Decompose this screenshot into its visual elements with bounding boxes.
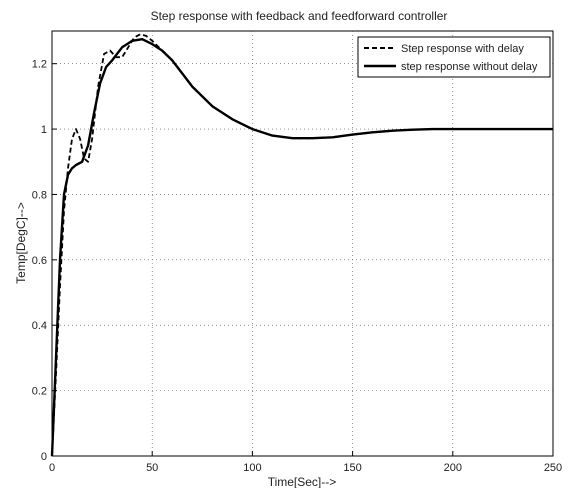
y-tick-label: 0.4 xyxy=(32,320,47,332)
grid-lines xyxy=(52,31,553,456)
plot-area: 0 50 100 150 200 250 0 0.2 0.4 0.6 0.8 1 1.2 xyxy=(32,30,562,474)
plot-frame xyxy=(51,30,554,457)
y-tick-label: 1.2 xyxy=(32,59,47,71)
y-tick-label: 1 xyxy=(41,124,47,136)
x-axis-label: Time[Sec]--> xyxy=(268,475,337,488)
y-axis-label: Temp[DegC]--> xyxy=(14,202,28,284)
chart-title: Step response with feedback and feedforw… xyxy=(151,9,448,23)
series-layer xyxy=(50,33,553,457)
legend: Step response with delay step response w… xyxy=(357,36,551,78)
x-tick-label: 200 xyxy=(444,462,462,474)
x-tick-label: 250 xyxy=(544,462,562,474)
y-tick-label: 0.8 xyxy=(32,189,47,201)
legend-box xyxy=(357,36,551,78)
series-line-without-delay xyxy=(50,38,553,457)
y-tick-label: 0 xyxy=(41,451,47,463)
x-tick-label: 150 xyxy=(343,462,361,474)
y-tick-label: 0.2 xyxy=(32,386,47,398)
x-tick-label: 50 xyxy=(146,462,158,474)
legend-label-delay: Step response with delay xyxy=(401,43,524,55)
y-tick-label: 0.6 xyxy=(32,255,47,267)
legend-label-no-delay: step response without delay xyxy=(401,61,538,73)
tick-layer: 0 50 100 150 200 250 0 0.2 0.4 0.6 0.8 1 1.2 xyxy=(32,59,562,474)
x-tick-label: 100 xyxy=(243,462,261,474)
x-tick-label: 0 xyxy=(49,462,55,474)
